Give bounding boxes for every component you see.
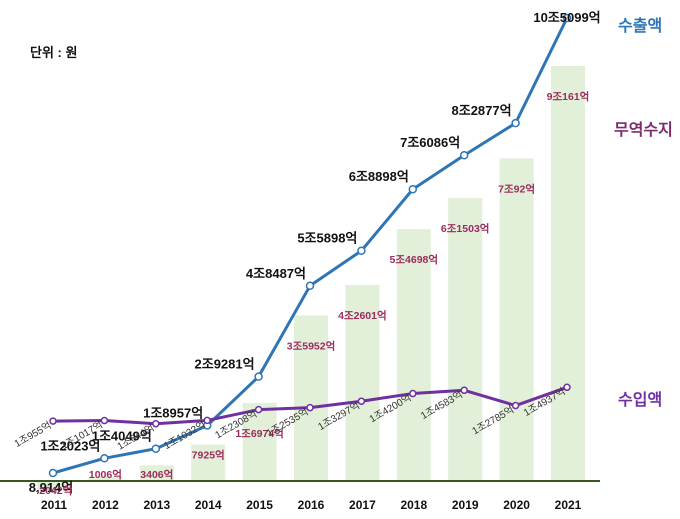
trade-balance-bar [88,476,123,481]
trade-balance-data-label: 9조161억 [547,91,590,103]
trade-balance-data-label: 1006억 [89,469,122,481]
export-data-label: 1조8957억 [143,405,203,420]
export-data-label: 1조4049억 [92,429,152,444]
import-point [203,416,211,425]
x-tick-label: 2018 [400,498,427,512]
export-data-label: 10조5099억 [533,10,600,25]
export-data-label: 8,914억 [29,480,74,495]
trade-balance-bar [448,197,483,482]
trade-balance-data-label: 1조6974억 [235,428,284,440]
import-point [152,419,160,428]
x-tick-label: 2020 [503,498,530,512]
trade-balance-bar [37,481,71,491]
x-tick-label: 2017 [349,498,376,512]
legend-trade-balance: 무역수지 [614,122,673,139]
import-point [511,401,520,410]
export-point [459,150,469,160]
series-markers [48,13,572,478]
x-tick-labels: 2011 2012 2013 2014 2015 2016 2017 2018 2019 2020… [41,498,582,512]
trade-balance-bar [242,402,277,481]
trade-balance-bar [294,315,328,481]
export-data-label: 7조6086억 [400,135,460,150]
x-tick-label: 2019 [452,498,479,512]
x-tick-label: 2013 [143,498,170,512]
export-point [151,444,161,453]
export-point [511,118,520,128]
import-point [460,386,468,395]
x-tick-label: 2011 [41,498,67,512]
import-point [254,405,263,414]
unit-label: 단위 : 원 [30,45,78,60]
import-point [306,403,314,412]
trade-balance-data-label: -2042억 [36,485,73,497]
trade-balance-bar [345,284,380,481]
export-data-label: 5조5898억 [297,231,357,246]
export-point [562,13,572,23]
export-data-label: 2조9281억 [195,357,255,372]
trade-balance-bar [551,66,585,481]
x-tick-label: 2021 [555,498,582,512]
export-point [100,454,109,463]
x-tick-label: 2016 [298,498,325,512]
trade-balance-bar [396,229,431,481]
trade-balance-bars [37,66,585,491]
export-data-label: 1조2023억 [40,438,100,453]
export-point [357,246,366,255]
trade-balance-data-label: 3406억 [140,469,173,481]
trade-balance-bar [499,158,534,482]
trade-balance-bar [139,465,174,481]
import-point [357,397,366,405]
legend-export: 수출액 [618,18,663,35]
trade-balance-bar [191,444,226,481]
x-tick-label: 2015 [246,498,273,512]
trade-balance-data-label: 5조4698억 [390,254,439,266]
x-tick-label: 2014 [195,498,222,512]
trade-balance-data-label: 7925억 [192,450,225,462]
export-point [408,184,418,194]
trade-balance-data-label: 7조92억 [498,183,535,195]
trade-balance-data-label: 3조5952억 [287,341,336,353]
import-point [563,383,571,392]
export-data-label: 6조8898억 [349,169,409,184]
trade-balance-data-label: 4조2601억 [338,310,387,322]
export-point [48,468,58,478]
export-data-label: 4조8487억 [246,266,306,281]
export-point [254,372,263,381]
legend-import: 수입액 [618,392,663,409]
import-point [49,417,57,425]
export-data-label: 8조2877억 [452,103,512,118]
x-tick-label: 2012 [92,498,119,512]
trade-balance-data-label: 6조1503억 [441,223,490,235]
export-point [305,281,315,291]
import-point [409,389,417,398]
import-point [100,416,109,425]
